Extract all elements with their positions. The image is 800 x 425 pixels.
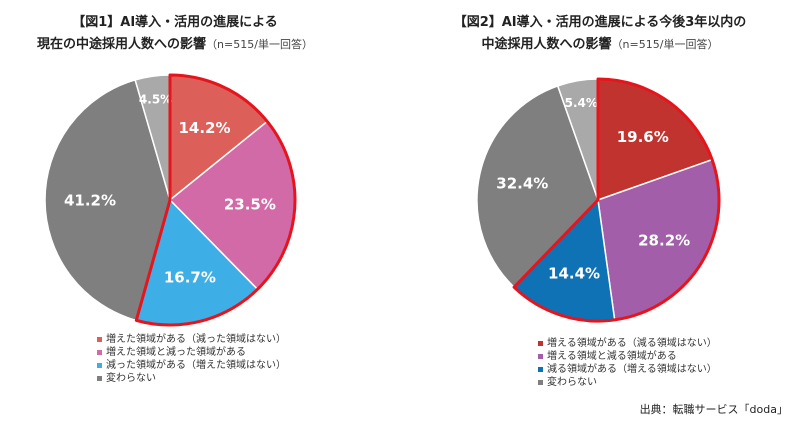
chart2-slice-4 <box>476 84 599 289</box>
chart1-legend-item: 減った領域がある（増えた領域はない） <box>97 359 286 372</box>
legend-swatch <box>97 375 102 381</box>
chart2-title-line1: 【図2】AI導入・活用の進展による今後3年以内の <box>453 15 747 30</box>
legend-swatch <box>97 349 102 355</box>
legend-label: 変わらない <box>106 373 156 384</box>
chart1-slice-4 <box>44 79 171 322</box>
chart2-highlight-outline <box>512 77 721 323</box>
legend-label: 増える領域がある（減る領域はない） <box>547 338 717 349</box>
chart2-data-label-2: 28.2% <box>638 231 690 249</box>
chart1-legend-item: 増えた領域がある（減った領域はない） <box>97 333 286 346</box>
chart2-title-line2: 中途採用人数への影響 <box>481 37 612 52</box>
chart2-data-label-3: 14.4% <box>548 265 600 283</box>
legend-label: 減った領域がある（増えた領域はない） <box>106 360 286 371</box>
legend-swatch <box>97 362 102 368</box>
chart1-title: 【図1】AI導入・活用の進展による 現在の中途採用人数への影響（n=515/単一… <box>10 12 340 56</box>
chart2-data-label-4: 32.4% <box>496 175 548 193</box>
legend-label: 変わらない <box>547 377 597 388</box>
legend-swatch <box>538 353 543 359</box>
chart1-data-label-5: 4.5% <box>139 93 172 107</box>
chart1-title-line2: 現在の中途採用人数への影響 <box>37 37 207 52</box>
source-note: 出典：転職サービス「doda」 <box>639 403 788 416</box>
legend-label: 減る領域がある（増える領域はない） <box>547 364 717 375</box>
chart1-title-note: （n=515/単一回答） <box>206 38 313 51</box>
chart2-title: 【図2】AI導入・活用の進展による今後3年以内の 中途採用人数への影響（n=51… <box>430 12 770 56</box>
chart2-legend-item: 増える領域がある（減る領域はない） <box>538 337 717 350</box>
chart1-legend: 増えた領域がある（減った領域はない） 増えた領域と減った領域がある減った領域がある… <box>97 333 286 385</box>
chart1-data-label-4: 41.2% <box>64 191 116 209</box>
chart2-legend-item: 減る領域がある（増える領域はない） <box>538 363 717 376</box>
chart1-legend-item: 変わらない <box>97 372 286 385</box>
chart2-legend-item: 増える領域と減る領域がある <box>538 350 717 363</box>
legend-label: 増えた領域と減った領域がある <box>106 347 246 358</box>
chart1-data-label-1: 14.2% <box>178 119 230 137</box>
legend-swatch <box>538 340 543 346</box>
chart2-data-label-5: 5.4% <box>565 96 598 110</box>
chart1-title-line1: 【図1】AI導入・活用の進展による <box>72 15 278 30</box>
chart1-data-label-3: 16.7% <box>164 268 216 286</box>
chart2-title-note: （n=515/単一回答） <box>611 38 719 51</box>
chart1-legend-item: 増えた領域と減った領域がある <box>97 346 286 359</box>
chart2-data-label-1: 19.6% <box>617 128 669 146</box>
legend-swatch <box>538 379 543 385</box>
legend-swatch <box>97 336 102 342</box>
chart2-legend: 増える領域がある（減る領域はない） 増える領域と減る領域がある減る領域がある（増え… <box>538 337 717 389</box>
chart1-data-label-2: 23.5% <box>224 196 276 214</box>
legend-label: 増える領域と減る領域がある <box>547 351 677 362</box>
legend-swatch <box>538 366 543 372</box>
chart2-legend-item: 変わらない <box>538 376 717 389</box>
legend-label: 増えた領域がある（減った領域はない） <box>106 334 286 345</box>
chart1-highlight-outline <box>134 73 297 327</box>
